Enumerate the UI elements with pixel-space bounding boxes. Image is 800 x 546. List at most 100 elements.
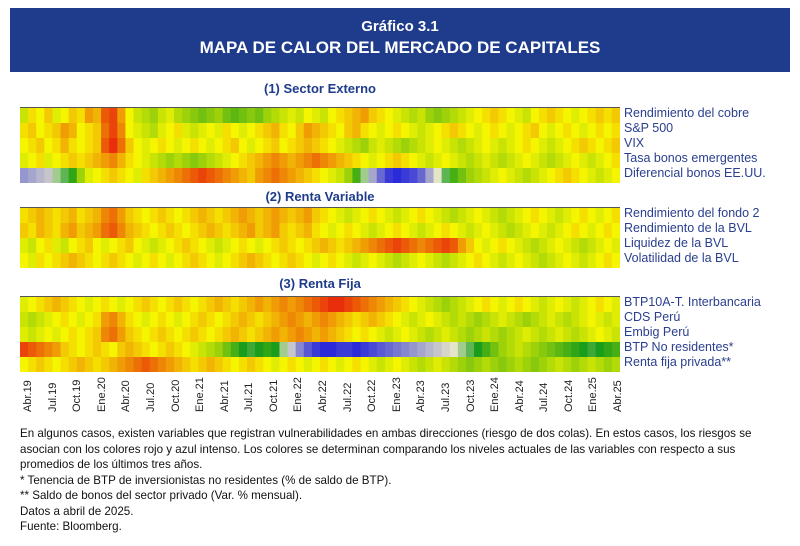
heat-cell: [360, 357, 370, 372]
heat-cell: [271, 253, 281, 268]
heat-cell: [52, 342, 62, 357]
heat-cell: [425, 123, 435, 138]
heat-cell: [222, 342, 232, 357]
heat-cell: [474, 153, 483, 168]
heat-cell: [457, 223, 467, 238]
row-label: Renta fija privada**: [624, 355, 732, 369]
heat-cell: [571, 108, 581, 123]
heat-cell: [595, 312, 605, 327]
heat-cell: [279, 208, 289, 223]
heat-cell: [206, 153, 216, 168]
heat-cell: [465, 208, 475, 223]
heat-cell: [482, 153, 491, 168]
heat-cell: [352, 238, 362, 253]
heat-cell: [92, 123, 102, 138]
heat-cell: [60, 297, 70, 312]
heat-cell: [417, 123, 427, 138]
x-tick-label: Oct.20: [169, 379, 182, 412]
heat-cell: [68, 253, 78, 268]
heat-cell: [352, 312, 362, 327]
heat-cell: [587, 123, 597, 138]
heat-cell: [425, 357, 435, 372]
heat-cell: [76, 238, 86, 253]
heat-cell: [457, 153, 467, 168]
heat-cell: [401, 357, 410, 372]
heat-cell: [579, 138, 589, 153]
heat-cell: [238, 123, 248, 138]
heat-cell: [198, 168, 208, 183]
heat-cell: [498, 297, 508, 312]
heat-cell: [133, 223, 143, 238]
heat-cell: [198, 108, 208, 123]
heat-cell: [222, 327, 232, 342]
heat-cell: [522, 238, 532, 253]
heat-cell: [247, 223, 256, 238]
heat-cell: [603, 357, 613, 372]
heat-cell: [125, 238, 135, 253]
heat-cell: [101, 168, 110, 183]
heat-cell: [603, 312, 613, 327]
heat-cell: [409, 342, 418, 357]
heat-cell: [506, 238, 516, 253]
heat-cell: [117, 357, 127, 372]
heat-cell: [263, 297, 272, 312]
heat-cell: [368, 357, 378, 372]
heat-cell: [547, 123, 556, 138]
heat-cell: [344, 312, 354, 327]
heat-cell: [190, 327, 199, 342]
heat-cell: [222, 223, 232, 238]
heat-cell: [506, 138, 516, 153]
heat-cell: [563, 108, 572, 123]
row-label: Rendimiento del fondo 2: [624, 206, 760, 220]
heat-cell: [60, 208, 70, 223]
heat-cell: [595, 253, 605, 268]
heat-cell: [611, 253, 620, 268]
heat-cell: [68, 357, 78, 372]
heat-cell: [279, 312, 289, 327]
heat-cell: [328, 123, 337, 138]
heat-cell: [514, 138, 524, 153]
heat-cell: [295, 223, 305, 238]
heat-cell: [52, 297, 62, 312]
heat-cell: [247, 208, 256, 223]
heat-cell: [482, 238, 491, 253]
heat-cell: [174, 238, 183, 253]
heat-cell: [409, 138, 418, 153]
heat-cell: [320, 297, 329, 312]
heat-cell: [271, 297, 281, 312]
heat-cell: [441, 297, 451, 312]
heat-cell: [490, 238, 499, 253]
heat-cell: [311, 168, 321, 183]
heat-cell: [222, 297, 232, 312]
heat-cell: [68, 342, 78, 357]
heat-cell: [165, 327, 175, 342]
heat-cell: [344, 327, 354, 342]
heat-cell: [514, 108, 524, 123]
heat-cell: [587, 223, 597, 238]
heat-cell: [133, 297, 143, 312]
heat-cell: [498, 153, 508, 168]
heat-cell: [287, 342, 297, 357]
heat-cell: [522, 223, 532, 238]
heat-cell: [190, 253, 199, 268]
row-label: BTP No residentes*: [624, 340, 734, 354]
heat-cell: [555, 312, 564, 327]
heat-cell: [490, 253, 499, 268]
heat-cell: [279, 297, 289, 312]
heat-cell: [157, 208, 167, 223]
heat-cell: [555, 253, 564, 268]
heat-cell: [457, 168, 467, 183]
heat-cell: [279, 153, 289, 168]
heat-cell: [68, 223, 78, 238]
heat-cell: [595, 208, 605, 223]
heat-cell: [141, 297, 151, 312]
heat-cell: [401, 168, 410, 183]
heat-cell: [506, 208, 516, 223]
heat-cell: [425, 108, 435, 123]
heat-cell: [441, 357, 451, 372]
heat-cell: [101, 297, 110, 312]
heat-cell: [287, 138, 297, 153]
heat-cell: [530, 123, 540, 138]
heat-cell: [344, 357, 354, 372]
heat-cell: [165, 223, 175, 238]
